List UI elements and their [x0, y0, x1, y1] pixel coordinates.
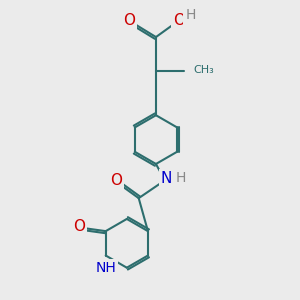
Text: N: N: [161, 171, 172, 186]
Text: O: O: [173, 13, 185, 28]
Text: O: O: [110, 173, 122, 188]
Text: O: O: [73, 219, 85, 234]
Text: H: H: [175, 171, 185, 185]
Text: H: H: [185, 8, 196, 22]
Text: O: O: [123, 13, 135, 28]
Text: NH: NH: [95, 261, 116, 275]
Text: CH₃: CH₃: [193, 65, 214, 75]
